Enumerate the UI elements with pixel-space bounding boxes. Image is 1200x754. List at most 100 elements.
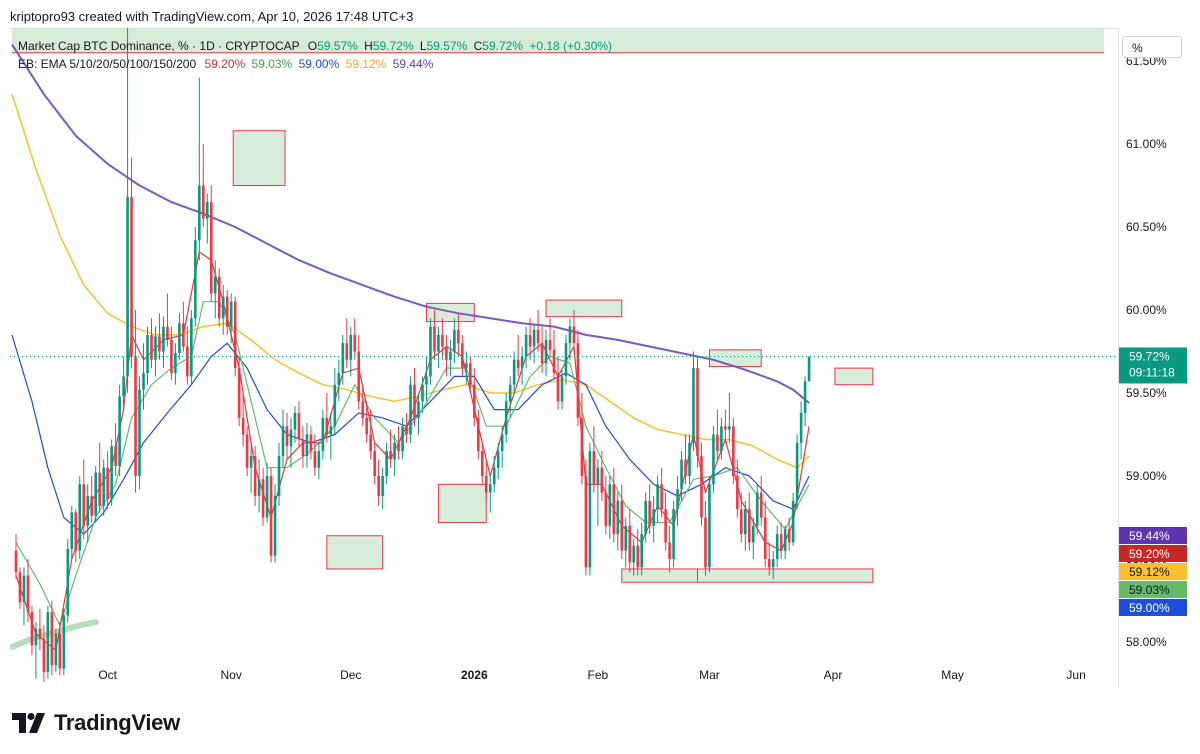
candle xyxy=(201,144,205,227)
candle xyxy=(110,439,113,506)
candle-body xyxy=(648,500,651,526)
candle-body xyxy=(245,434,249,468)
high-value: 59.72% xyxy=(372,39,414,53)
candle xyxy=(90,476,94,523)
candle xyxy=(425,356,428,402)
candle xyxy=(807,356,811,382)
candle-body xyxy=(791,500,795,543)
candle-body xyxy=(385,451,388,476)
candle-body xyxy=(803,381,807,413)
candle xyxy=(241,393,245,447)
candle-body xyxy=(520,356,524,369)
candle xyxy=(217,268,221,327)
candle-body xyxy=(341,343,345,374)
candle-body xyxy=(524,334,528,357)
candle-body xyxy=(728,426,731,430)
candle xyxy=(154,326,157,377)
candle-body xyxy=(676,489,679,510)
candle-body xyxy=(381,476,384,496)
candle-body xyxy=(205,202,209,219)
candle xyxy=(257,459,261,513)
candle-body xyxy=(146,334,149,374)
candle-body xyxy=(664,509,667,543)
candle-body xyxy=(126,197,129,377)
candle xyxy=(492,456,496,493)
candle-body xyxy=(209,202,213,294)
candle-body xyxy=(186,346,189,377)
candle-body xyxy=(716,434,719,452)
candle xyxy=(660,467,663,518)
candle-body xyxy=(532,329,536,347)
candle xyxy=(186,326,189,385)
candle-body xyxy=(588,451,592,568)
candle xyxy=(712,426,715,493)
candle-body xyxy=(190,318,193,377)
candle-body xyxy=(333,384,337,427)
candle-body xyxy=(50,612,54,666)
x-tick-label: 2026 xyxy=(461,668,488,682)
candle xyxy=(636,529,640,576)
candle-body xyxy=(508,384,512,402)
candle-body xyxy=(473,384,476,418)
candle-body xyxy=(277,456,281,496)
candle xyxy=(620,484,624,559)
candle-body xyxy=(624,525,628,551)
candle-body xyxy=(106,467,109,500)
candle-body xyxy=(82,484,86,526)
candle xyxy=(317,442,321,480)
candle-body xyxy=(229,301,233,327)
candle xyxy=(496,442,500,480)
candle xyxy=(696,356,699,468)
candle xyxy=(261,467,265,526)
candle-body xyxy=(122,376,125,397)
candle-body xyxy=(496,451,500,468)
candle xyxy=(345,318,349,369)
candle xyxy=(166,293,169,347)
candle-body xyxy=(345,343,349,360)
candle-body xyxy=(672,509,675,559)
candle-body xyxy=(580,417,584,476)
candle xyxy=(337,359,341,402)
close-label: C xyxy=(473,39,483,53)
candle-body xyxy=(213,276,217,294)
candle-body xyxy=(807,356,811,382)
candle xyxy=(799,401,803,460)
candle xyxy=(401,417,404,460)
scale-percent-button[interactable]: % xyxy=(1122,36,1182,58)
candle-body xyxy=(736,476,739,510)
candle-body xyxy=(150,334,153,360)
candle xyxy=(751,517,755,559)
candle-body xyxy=(652,509,655,526)
candle xyxy=(564,334,568,385)
candle xyxy=(688,434,691,485)
candle xyxy=(540,326,544,374)
candle-body xyxy=(484,476,488,493)
candle xyxy=(580,393,584,485)
candle-body xyxy=(221,296,225,319)
candle-body xyxy=(409,384,412,435)
candle-body xyxy=(500,434,504,452)
candle-body xyxy=(636,545,640,568)
candle-body xyxy=(548,339,552,350)
candle-body xyxy=(357,351,361,402)
candle xyxy=(130,157,133,369)
candle xyxy=(588,442,592,576)
candle xyxy=(700,442,703,526)
candle-body xyxy=(74,512,78,551)
candle xyxy=(205,193,209,244)
candle-body xyxy=(194,240,197,319)
candle-body xyxy=(751,525,755,543)
candle-body xyxy=(540,343,544,364)
candle-body xyxy=(30,612,34,646)
annotation-box-8 xyxy=(708,349,762,367)
x-tick-label: May xyxy=(941,668,964,682)
candle xyxy=(740,492,743,543)
candle xyxy=(488,476,492,513)
candle xyxy=(369,409,372,460)
candle xyxy=(373,442,376,485)
candle xyxy=(269,467,273,563)
change-value: +0.18 (+0.30%) xyxy=(529,39,613,53)
candle-body xyxy=(421,384,424,402)
y-tick-label: 58.00% xyxy=(1126,635,1167,649)
